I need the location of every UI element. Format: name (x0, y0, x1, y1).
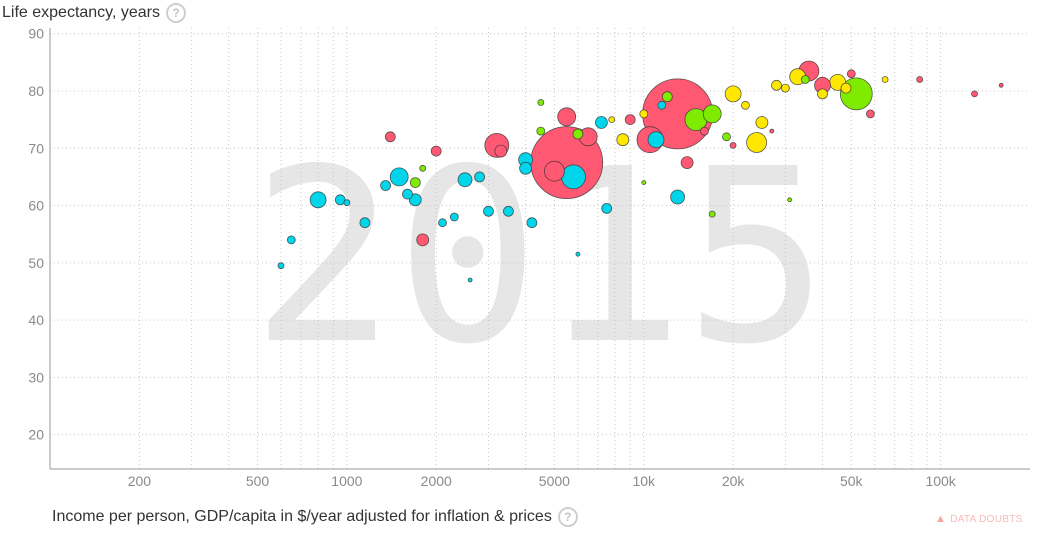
bubble-point[interactable] (608, 116, 616, 123)
bubble-point[interactable] (741, 100, 750, 110)
question-circle-icon[interactable]: ? (557, 507, 578, 527)
x-axis-title: Income per person, GDP/capita in $/year … (52, 507, 578, 527)
bubble-point[interactable] (416, 233, 430, 247)
bubble-point[interactable] (389, 167, 409, 187)
y-tick-label: 50 (28, 255, 44, 271)
y-axis-title-text: Life expectancy, years (2, 4, 161, 21)
bubble-point[interactable] (526, 217, 538, 229)
bubble-point[interactable] (457, 172, 473, 188)
bubble-point[interactable] (840, 82, 852, 94)
bubble-point[interactable] (494, 144, 508, 158)
y-tick-label: 20 (28, 427, 44, 443)
y-axis-title: Life expectancy, years ? (2, 3, 187, 23)
bubble-point[interactable] (647, 131, 665, 149)
bubble-point[interactable] (419, 164, 427, 172)
bubble-point[interactable] (309, 191, 327, 209)
x-tick-label: 20k (722, 473, 746, 489)
bubble-point[interactable] (572, 128, 584, 140)
bubble-point[interactable] (916, 76, 924, 83)
bubble-point[interactable] (438, 218, 447, 228)
bubble-point[interactable] (408, 193, 422, 207)
bubble-point[interactable] (787, 197, 792, 203)
bubble-point[interactable] (483, 205, 494, 217)
bubble-point[interactable] (557, 107, 577, 127)
bubble-point[interactable] (502, 205, 514, 217)
x-tick-label: 1000 (331, 473, 362, 489)
bubble-point[interactable] (430, 145, 442, 157)
bubble-point[interactable] (616, 133, 630, 147)
bubble-point[interactable] (769, 128, 775, 134)
data-doubts-link[interactable]: ▲ DATA DOUBTS (935, 513, 1023, 525)
bubble-point[interactable] (746, 132, 767, 153)
bubble-point[interactable] (700, 126, 709, 136)
bubble-point[interactable] (409, 177, 421, 189)
bubble-point[interactable] (817, 88, 828, 100)
chart-axes (49, 28, 1030, 470)
y-tick-label: 30 (28, 369, 44, 385)
y-tick-label: 80 (28, 83, 44, 99)
bubble-point[interactable] (781, 83, 790, 93)
bubble-point[interactable] (971, 90, 978, 98)
bubble-point[interactable] (846, 69, 856, 79)
bubble-point[interactable] (661, 91, 673, 103)
bubble-point[interactable] (277, 262, 285, 270)
y-tick-label: 90 (28, 26, 44, 42)
x-axis-title-text: Income per person, GDP/capita in $/year … (52, 508, 552, 525)
bubble-point[interactable] (755, 116, 769, 129)
x-tick-label: 2000 (421, 473, 452, 489)
bubble-point[interactable] (724, 85, 742, 103)
x-tick-label: 500 (246, 473, 270, 489)
tick-labels: 200 500 1000 2000 5000 10k 20k 50k 100k 20 30 40 50 6… (28, 26, 956, 489)
bubble-point[interactable] (702, 104, 722, 124)
bubble-point[interactable] (467, 277, 473, 283)
x-tick-label: 10k (632, 473, 656, 489)
bubble-point[interactable] (380, 180, 392, 191)
bubble-point[interactable] (601, 202, 613, 214)
bubble-point[interactable] (474, 171, 486, 183)
y-tick-label: 70 (28, 140, 44, 156)
bubble-point[interactable] (729, 141, 737, 149)
bubble-point[interactable] (708, 210, 716, 218)
bubble-point[interactable] (639, 109, 649, 119)
bubble-point[interactable] (624, 114, 636, 125)
x-tick-label: 200 (128, 473, 152, 489)
y-tick-label: 40 (28, 312, 44, 328)
bubble-point[interactable] (641, 180, 647, 186)
bubble-point[interactable] (722, 132, 731, 142)
bubble-point[interactable] (998, 82, 1004, 88)
x-tick-label: 50k (840, 473, 864, 489)
bubble-point[interactable] (544, 160, 565, 182)
bubble-point[interactable] (384, 131, 396, 143)
bubble-point[interactable] (866, 109, 875, 119)
question-circle-icon[interactable]: ? (166, 3, 187, 23)
bubble-point[interactable] (575, 251, 581, 257)
bubble-point[interactable] (680, 156, 694, 170)
bubble-point[interactable] (670, 189, 685, 205)
bubble-chart[interactable]: 2015 200 500 1000 2000 5000 10k 20k 50k 100k2030… (0, 0, 1041, 500)
bubble-point[interactable] (343, 199, 351, 207)
bubble-point[interactable] (536, 126, 546, 136)
bubble-point[interactable] (881, 76, 889, 83)
bubble-point[interactable] (286, 235, 296, 245)
y-tick-label: 60 (28, 198, 44, 214)
bubble-point[interactable] (449, 212, 459, 222)
bubble-point[interactable] (657, 100, 667, 110)
data-doubts-label: DATA DOUBTS (950, 513, 1023, 525)
bubble-point[interactable] (561, 164, 586, 190)
bubble-point[interactable] (359, 217, 371, 229)
warning-triangle-icon: ▲ (935, 513, 947, 525)
bubble-point[interactable] (537, 99, 545, 106)
x-tick-label: 100k (925, 473, 956, 489)
bubble-point[interactable] (595, 116, 608, 129)
bubble-point[interactable] (771, 79, 782, 91)
bubble-point[interactable] (800, 75, 810, 84)
bubbles-layer (277, 60, 1004, 283)
bubble-point[interactable] (402, 188, 413, 200)
x-tick-label: 5000 (539, 473, 570, 489)
bubble-point[interactable] (519, 161, 532, 175)
